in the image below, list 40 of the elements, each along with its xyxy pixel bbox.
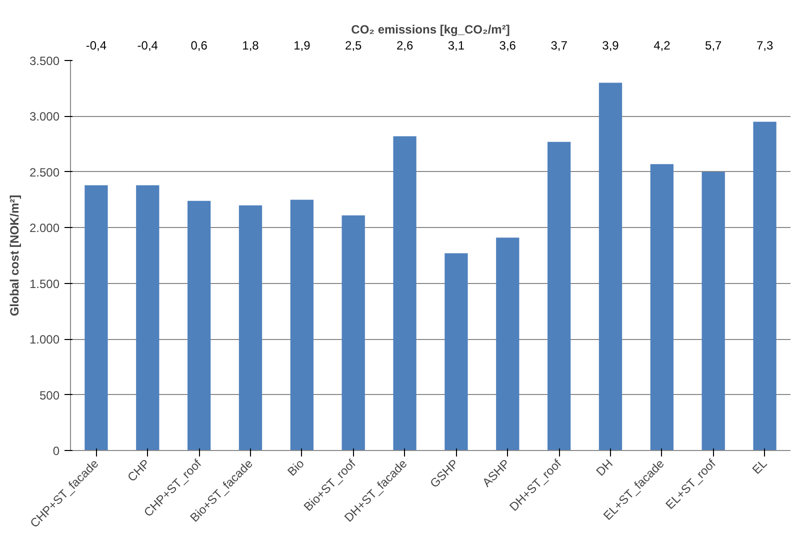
x-tick-label: Bio [284,456,308,479]
bar [393,136,416,450]
text: 7,3 [756,38,774,52]
y-tick-label: 2.500 [29,165,60,180]
text: 1,8 [242,38,260,52]
y-tick-label: 500 [39,388,60,402]
y-axis-title: Global cost [NOK/m²] [7,194,22,316]
bar [753,122,776,450]
bar [84,185,108,450]
y-tick-label: 3.500 [29,54,60,68]
x-tick-label: EL [749,456,770,477]
text: 3,6 [499,38,516,52]
chart-title: CO₂ emissions [kg_CO₂/m²] [351,22,510,36]
text: -0,4 [137,38,158,52]
text: 1,9 [294,38,311,52]
y-tick-label: 2.000 [29,221,60,236]
bar [496,238,520,450]
text: 4,2 [654,38,671,52]
bar [548,142,571,450]
bar [702,172,725,450]
bar [650,164,674,450]
bar [598,82,622,450]
y-tick-label: 1.500 [29,276,60,291]
text: 2,6 [396,38,414,52]
text: 5,7 [705,38,722,52]
text: 3,9 [602,38,620,52]
bar [342,215,365,450]
text: 3,7 [550,38,568,52]
bar [444,253,468,450]
y-tick-label: 0 [52,444,60,458]
y-tick-label: 1.000 [29,332,60,347]
text: -0,4 [86,38,107,52]
text: 3,1 [448,38,465,52]
bar [290,200,314,450]
bar [188,200,211,450]
bar [238,205,262,450]
bar [136,185,160,450]
y-tick-label: 3.000 [29,110,60,124]
text: 0,6 [190,38,208,52]
text: 2,5 [345,38,362,52]
